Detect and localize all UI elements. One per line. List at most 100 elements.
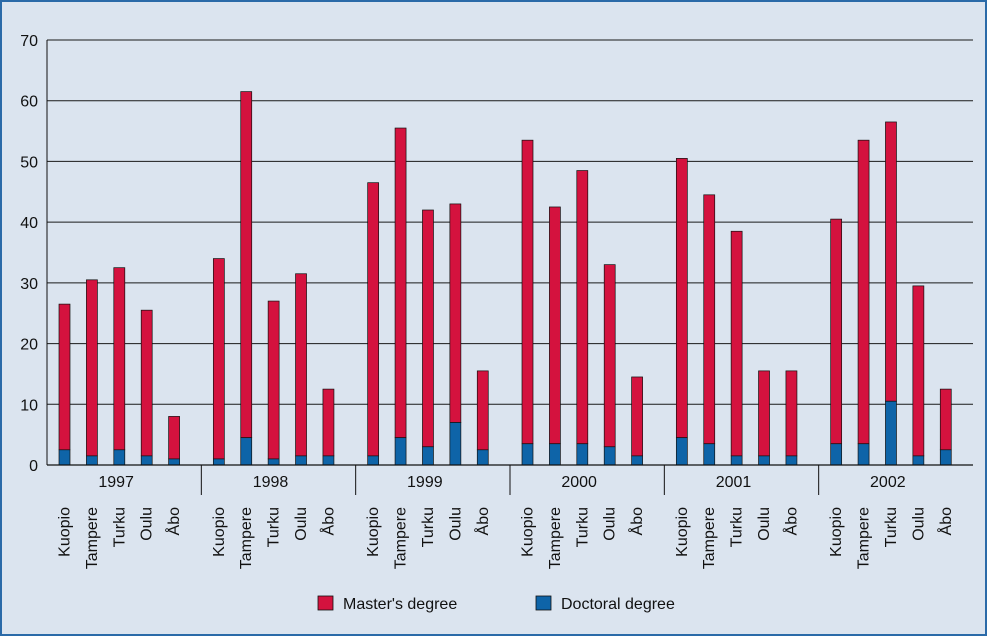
- bar-masters-oulu-1999: [449, 203, 462, 423]
- legend: Master's degree Doctoral degree: [317, 595, 675, 613]
- bar-doctoral-bo-2000: [631, 455, 643, 466]
- year-label-1999: 1999: [407, 474, 443, 491]
- bar-doctoral-turku-2000: [576, 443, 589, 466]
- bar-masters-turku-2001: [730, 230, 743, 457]
- bar-doctoral-tampere-1997: [86, 455, 98, 466]
- y-tick-label-30: 30: [20, 276, 38, 293]
- bar-masters-bo-1999: [476, 370, 489, 451]
- legend-swatch-doctoral: [535, 595, 552, 611]
- legend-label-doctoral: Doctoral degree: [561, 596, 675, 613]
- bar-doctoral-turku-1997: [113, 449, 126, 466]
- university-label-turku-1999: Turku: [420, 507, 437, 547]
- bar-masters-kuopio-1998: [212, 258, 225, 460]
- bar-doctoral-oulu-1997: [140, 455, 153, 466]
- bar-doctoral-kuopio-1999: [367, 455, 380, 466]
- year-label-2001: 2001: [716, 474, 752, 491]
- bar-masters-kuopio-2000: [521, 139, 534, 445]
- bar-doctoral-bo-2002: [939, 449, 952, 466]
- university-label-kuopio-2002: Kuopio: [828, 507, 845, 557]
- y-tick-label-20: 20: [20, 337, 38, 354]
- university-label-oulu-1998: Oulu: [293, 507, 310, 541]
- bar-doctoral-turku-2001: [730, 455, 743, 466]
- university-label-turku-1997: Turku: [111, 507, 128, 547]
- bar-masters-tampere-2002: [857, 139, 870, 445]
- bar-doctoral-bo-1999: [476, 449, 489, 466]
- bar-masters-tampere-2000: [549, 206, 561, 445]
- y-tick-label-10: 10: [20, 397, 38, 414]
- bar-masters-tampere-2001: [703, 194, 716, 445]
- bar-masters-turku-2000: [576, 170, 589, 445]
- university-label-oulu-2002: Oulu: [910, 507, 927, 541]
- bar-masters-turku-1998: [267, 300, 280, 460]
- bar-doctoral-kuopio-2002: [830, 443, 843, 466]
- university-label-oulu-1999: Oulu: [447, 507, 464, 541]
- bar-doctoral-tampere-2001: [703, 443, 716, 466]
- year-label-2000: 2000: [561, 474, 597, 491]
- bar-masters-kuopio-2001: [675, 158, 688, 439]
- university-label-oulu-1997: Oulu: [139, 507, 156, 541]
- bar-masters-bo-1997: [168, 416, 180, 460]
- bar-doctoral-turku-1999: [422, 446, 434, 466]
- y-tick-label-70: 70: [20, 33, 38, 50]
- university-label-kuopio-1998: Kuopio: [211, 507, 228, 557]
- bar-doctoral-oulu-2000: [603, 446, 616, 466]
- university-label-bo-1999: Åbo: [473, 507, 492, 536]
- university-label-tampere-1998: Tampere: [238, 507, 255, 569]
- gridlines: [47, 39, 973, 405]
- university-label-kuopio-2000: Kuopio: [520, 507, 537, 557]
- bar-masters-kuopio-1999: [367, 182, 380, 457]
- bar-doctoral-kuopio-2000: [521, 443, 534, 466]
- bar-doctoral-tampere-1998: [240, 437, 253, 466]
- bar-masters-oulu-1998: [295, 273, 307, 457]
- university-label-kuopio-1997: Kuopio: [57, 507, 74, 557]
- x-axis: 1997 Kuopio Tampere Turku Oulu Åbo 1998 Kuopio T…: [46, 40, 973, 569]
- bar-doctoral-kuopio-1998: [212, 458, 225, 466]
- bar-doctoral-oulu-1998: [295, 455, 307, 466]
- year-label-2002: 2002: [870, 474, 906, 491]
- y-tick-label-40: 40: [20, 215, 38, 232]
- bars: [58, 91, 952, 466]
- university-label-tampere-2002: Tampere: [856, 507, 873, 569]
- bar-masters-turku-2002: [885, 121, 897, 402]
- bar-doctoral-bo-2001: [785, 455, 798, 466]
- university-label-bo-2002: Åbo: [936, 507, 955, 536]
- legend-label-masters: Master's degree: [343, 596, 457, 613]
- bar-doctoral-kuopio-2001: [675, 437, 688, 466]
- bar-masters-tampere-1999: [394, 127, 407, 439]
- bar-masters-bo-2001: [785, 370, 798, 457]
- bar-doctoral-oulu-2002: [912, 455, 925, 466]
- year-label-1997: 1997: [98, 474, 134, 491]
- university-label-turku-1998: Turku: [266, 507, 283, 547]
- bar-doctoral-bo-1997: [168, 458, 180, 466]
- university-label-turku-2001: Turku: [729, 507, 746, 547]
- university-label-bo-1998: Åbo: [318, 507, 337, 536]
- bar-masters-oulu-2000: [603, 264, 616, 448]
- y-tick-label-60: 60: [20, 94, 38, 111]
- year-label-1998: 1998: [253, 474, 289, 491]
- bar-masters-kuopio-1997: [58, 303, 71, 451]
- bar-masters-tampere-1998: [240, 91, 253, 439]
- university-label-turku-2002: Turku: [883, 507, 900, 547]
- university-label-turku-2000: Turku: [574, 507, 591, 547]
- university-label-tampere-2000: Tampere: [547, 507, 564, 569]
- university-label-kuopio-2001: Kuopio: [674, 507, 691, 557]
- bar-masters-bo-2002: [939, 388, 952, 451]
- bar-doctoral-kuopio-1997: [58, 449, 71, 466]
- university-label-tampere-1997: Tampere: [84, 507, 101, 569]
- bar-masters-bo-1998: [322, 388, 335, 457]
- bar-masters-bo-2000: [631, 376, 643, 457]
- bar-masters-tampere-1997: [86, 279, 98, 457]
- bar-doctoral-oulu-1999: [449, 422, 462, 466]
- university-label-tampere-2001: Tampere: [701, 507, 718, 569]
- bar-masters-kuopio-2002: [830, 218, 843, 445]
- bar-masters-oulu-2002: [912, 285, 925, 457]
- bar-doctoral-tampere-2000: [549, 443, 561, 466]
- bar-doctoral-turku-2002: [885, 400, 897, 466]
- y-axis-ticks: 0 10 20 30 40 50 60 70: [20, 33, 38, 475]
- university-label-bo-1997: Åbo: [164, 507, 183, 536]
- bar-doctoral-tampere-2002: [857, 443, 870, 466]
- bar-doctoral-bo-1998: [322, 455, 335, 466]
- university-label-oulu-2000: Oulu: [602, 507, 619, 541]
